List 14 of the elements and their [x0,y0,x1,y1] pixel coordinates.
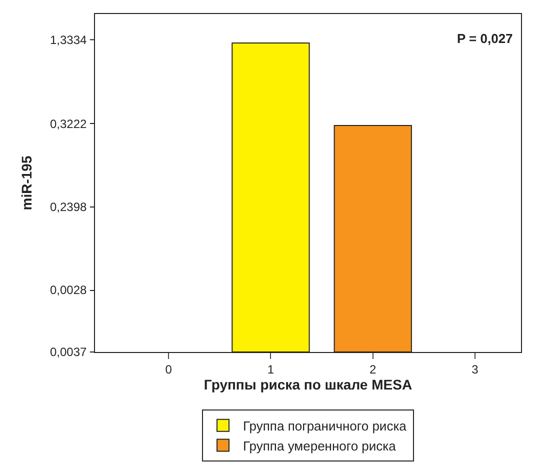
x-axis-title: Группы риска по шкале MESA [204,376,412,393]
text: 0,0037 [50,345,88,359]
x-tick-label: 0 [165,362,172,376]
legend-label: Группа умеренного риска [243,438,397,454]
text: 0,2398 [50,200,88,214]
y-axis-title: miR-195 [18,156,35,210]
text: 0,3222 [50,117,88,131]
x-tick-label: 1 [267,362,274,376]
x-tick-label: 2 [370,362,377,376]
legend-label: Группа пограничного риска [243,418,408,434]
text: 0,0028 [50,283,88,297]
annotation: P = 0,027 [457,31,513,46]
text: 1,3334 [50,33,88,47]
x-tick-label: 3 [472,362,479,376]
